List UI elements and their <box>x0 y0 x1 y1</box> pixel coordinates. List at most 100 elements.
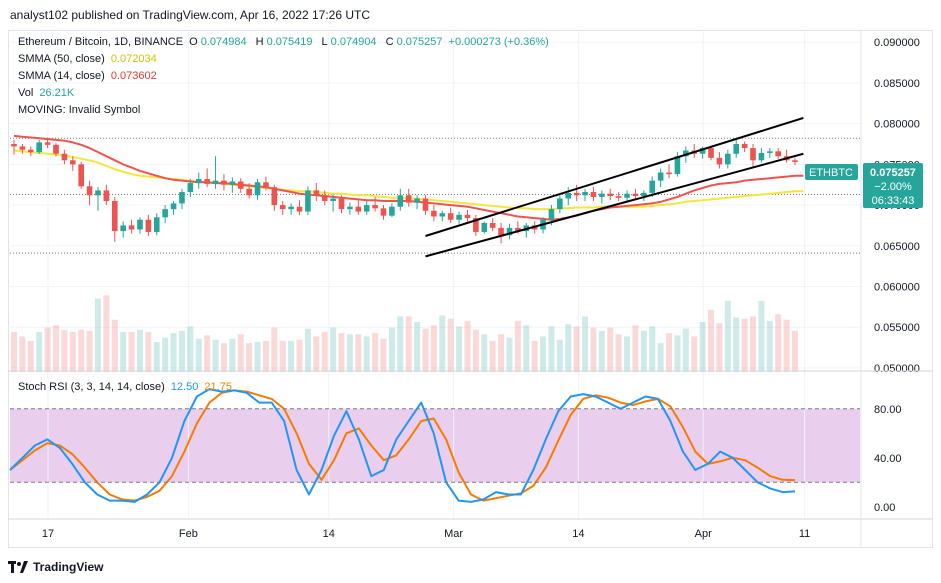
legend-smma50-row[interactable]: SMMA (50, close) 0.072034 <box>18 53 160 65</box>
volume-bar <box>573 326 580 372</box>
volume-bar <box>506 337 513 372</box>
volume-bar <box>313 336 320 372</box>
legend-low: 0.074904 <box>330 36 377 48</box>
legend-smma14-row[interactable]: SMMA (14, close) 0.073602 <box>18 70 160 82</box>
price-tag-price: 0.075257 <box>870 167 916 179</box>
legend-vol-row[interactable]: Vol 26.21K <box>18 87 77 99</box>
volume-bar <box>430 325 437 372</box>
candle-body <box>422 198 429 211</box>
header-bar: analyst102 published on TradingView.com,… <box>0 0 941 30</box>
candle-body <box>279 205 286 210</box>
candle-body <box>548 209 555 220</box>
trend-channel[interactable] <box>425 116 804 258</box>
candles <box>11 137 798 244</box>
volume-bar <box>220 343 227 372</box>
volume-bar <box>682 328 689 372</box>
stoch-legend-k: 12.50 <box>170 381 199 393</box>
volume-bar <box>246 343 253 372</box>
volume-bar <box>481 334 488 372</box>
candle-body <box>758 152 765 161</box>
volume-bar <box>86 330 93 372</box>
candle-body <box>86 186 93 196</box>
channel-lower-line <box>425 152 804 258</box>
candle-body <box>36 142 42 153</box>
candle-body <box>355 206 362 212</box>
smma14-path <box>13 134 804 221</box>
candle-body <box>195 179 202 184</box>
volume-bar <box>162 337 169 372</box>
time-axis[interactable]: 17 Feb 14 Mar 14 Apr 11 <box>42 528 810 540</box>
stoch-tick-label: 0.00 <box>874 502 895 514</box>
volume-bar <box>69 332 76 372</box>
stoch-axis: 80.00 40.00 0.00 <box>10 404 902 514</box>
candle-body <box>204 179 210 184</box>
stoch-legend-row[interactable]: Stoch RSI (3, 3, 14, 14, close) 12.50 21… <box>18 381 235 393</box>
volume-bar <box>766 320 773 372</box>
volume-bars <box>11 295 798 372</box>
volume-bar <box>590 327 597 372</box>
volume-bar <box>346 334 353 372</box>
volume-bar <box>388 327 395 372</box>
candle-body <box>162 209 168 218</box>
volume-bar <box>758 300 765 372</box>
volume-bar <box>145 332 152 372</box>
candle-body <box>666 172 672 175</box>
candle-body <box>447 213 454 220</box>
time-tick-label: Mar <box>444 528 463 540</box>
volume-bar <box>44 327 51 372</box>
volume-bar <box>414 322 421 372</box>
price-tick-label: 0.085000 <box>874 78 920 90</box>
volume-bar <box>540 336 547 372</box>
legend-o-label: O <box>189 36 198 48</box>
footer-brand[interactable]: TradingView <box>8 556 103 578</box>
volume-bar <box>397 316 404 372</box>
volume-bar <box>640 330 647 372</box>
volume-bar <box>363 336 370 372</box>
volume-bar <box>649 326 656 372</box>
legend-symbol-row[interactable]: Ethereum / Bitcoin, 1D, BINANCE O 0.07498… <box>18 36 552 48</box>
candle-body <box>61 153 68 161</box>
volume-bar <box>405 316 412 372</box>
candle-body <box>573 192 580 196</box>
volume-bar <box>472 329 479 372</box>
volume-bar <box>750 316 757 372</box>
volume-bar <box>657 343 664 372</box>
volume-bar <box>624 336 631 372</box>
legend-smma14-value: 0.073602 <box>110 70 157 82</box>
volume-bar <box>212 339 219 372</box>
volume-bar <box>153 342 160 372</box>
volume-bar <box>204 335 211 372</box>
candle-body <box>212 180 219 184</box>
volume-bar <box>103 295 110 372</box>
stoch-rsi-lines <box>9 388 796 503</box>
volume-bar <box>380 338 387 372</box>
candle-body <box>498 227 504 236</box>
candle-body <box>750 148 756 161</box>
volume-bar <box>741 318 748 372</box>
legend-open: 0.074984 <box>200 36 247 48</box>
volume-bar <box>632 325 639 372</box>
stoch-k-path <box>9 388 796 503</box>
candle-body <box>363 205 370 212</box>
candle-body <box>145 219 152 232</box>
candle-body <box>649 180 656 193</box>
candle-body <box>288 206 294 210</box>
volume-bar <box>464 320 471 372</box>
price-tick-label: 0.065000 <box>874 241 920 253</box>
dotted-levels <box>10 137 860 254</box>
chart-frame <box>8 30 933 548</box>
volume-bar <box>296 339 303 372</box>
legend-high: 0.075419 <box>266 36 313 48</box>
volume-bar <box>120 332 127 372</box>
volume-bar <box>716 323 723 372</box>
volume-bar <box>338 333 345 372</box>
legend-moving-row[interactable]: MOVING: Invalid Symbol <box>18 104 143 116</box>
volume-bar <box>78 329 85 372</box>
volume-bar <box>94 298 101 372</box>
candle-body <box>674 156 681 175</box>
candle-body <box>321 195 328 201</box>
candle-body <box>237 181 244 189</box>
legend-symbol: Ethereum / Bitcoin, 1D, BINANCE <box>18 36 184 48</box>
legend-l-label: L <box>321 36 328 48</box>
